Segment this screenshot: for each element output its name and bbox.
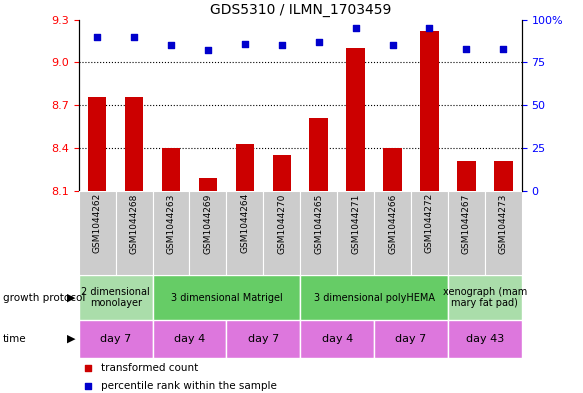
Bar [264,191,300,275]
Point [240,40,250,47]
Point [376,147,385,153]
Text: GSM1044266: GSM1044266 [388,193,397,253]
Text: ▶: ▶ [67,334,76,344]
Bar [411,191,448,275]
Bar [485,191,522,275]
Text: 2 dimensional
monolayer: 2 dimensional monolayer [81,287,150,309]
Bar [115,191,153,275]
Bar [189,191,226,275]
Text: GSM1044265: GSM1044265 [314,193,323,253]
Bar [226,191,264,275]
Bar [226,320,300,358]
Bar [79,320,153,358]
Point [277,42,286,48]
Text: day 4: day 4 [322,334,353,344]
Bar [448,191,485,275]
Bar [346,48,365,191]
Text: day 7: day 7 [100,334,131,344]
Text: day 7: day 7 [248,334,279,344]
Text: day 7: day 7 [395,334,427,344]
Text: GSM1044267: GSM1044267 [462,193,471,253]
Text: time: time [3,334,27,344]
Text: GSM1044270: GSM1044270 [278,193,286,253]
Text: day 43: day 43 [466,334,504,344]
Text: GSM1044273: GSM1044273 [499,193,508,253]
Bar [153,320,226,358]
Bar [161,148,180,191]
Bar [310,118,328,191]
Text: GSM1044262: GSM1044262 [93,193,101,253]
Point [462,46,471,52]
Bar [448,320,522,358]
Text: percentile rank within the sample: percentile rank within the sample [101,381,277,391]
Text: GSM1044263: GSM1044263 [167,193,175,253]
Bar [153,191,189,275]
Bar [236,143,254,191]
Text: 3 dimensional Matrigel: 3 dimensional Matrigel [170,293,282,303]
Text: xenograph (mam
mary fat pad): xenograph (mam mary fat pad) [442,287,527,309]
Bar [79,191,115,275]
Point [376,308,385,314]
Text: GSM1044271: GSM1044271 [351,193,360,253]
Text: growth protocol: growth protocol [3,293,85,303]
Bar [88,97,106,191]
Bar [457,161,476,191]
Bar [374,320,448,358]
Point [166,42,175,48]
Bar [273,155,291,191]
Bar [199,178,217,191]
Bar [79,275,153,320]
Title: GDS5310 / ILMN_1703459: GDS5310 / ILMN_1703459 [209,3,391,17]
Bar [300,191,337,275]
Bar [153,275,300,320]
Text: 3 dimensional polyHEMA: 3 dimensional polyHEMA [314,293,434,303]
Text: ▶: ▶ [67,293,76,303]
Point [314,39,324,45]
Point [129,33,139,40]
Text: GSM1044272: GSM1044272 [425,193,434,253]
Bar [420,31,438,191]
Text: GSM1044268: GSM1044268 [129,193,139,253]
Bar [374,191,411,275]
Point [93,33,102,40]
Point [388,42,397,48]
Bar [125,97,143,191]
Text: day 4: day 4 [174,334,205,344]
Point [203,47,213,53]
Bar [300,320,374,358]
Bar [494,161,512,191]
Bar [300,275,448,320]
Bar [384,148,402,191]
Bar [448,275,522,320]
Point [351,25,360,31]
Text: transformed count: transformed count [101,363,198,373]
Bar [337,191,374,275]
Text: GSM1044269: GSM1044269 [203,193,212,253]
Point [498,46,508,52]
Point [425,25,434,31]
Text: GSM1044264: GSM1044264 [240,193,250,253]
